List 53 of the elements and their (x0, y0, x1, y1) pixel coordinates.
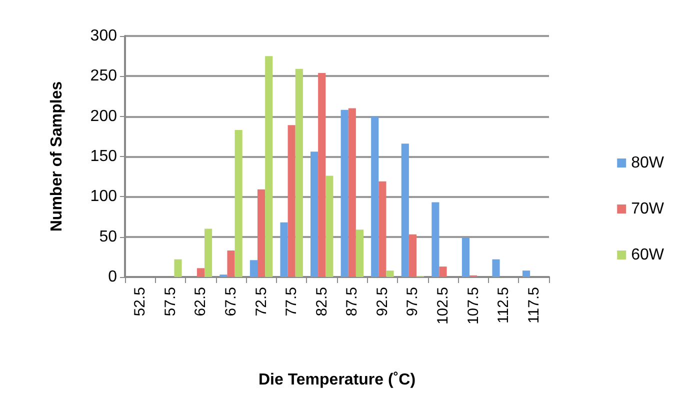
y-tick-label: 300 (90, 28, 118, 44)
bar (310, 152, 318, 277)
bar (196, 268, 204, 277)
legend-label: 70W (631, 200, 665, 218)
bar (250, 260, 258, 277)
y-tick-label: 150 (90, 148, 118, 165)
y-tick-label: 250 (90, 68, 118, 85)
bar (204, 228, 212, 277)
y-tick-label: 50 (99, 228, 118, 246)
x-tick-label: 117.5 (525, 287, 542, 324)
x-tick-label: 67.5 (222, 287, 240, 316)
x-tick-label: 57.5 (162, 287, 179, 316)
y-tick-label: 0 (108, 268, 118, 286)
bar (258, 189, 266, 277)
y-tick-label: 100 (90, 188, 118, 206)
bar (318, 72, 326, 277)
x-tick-label: 82.5 (313, 287, 330, 316)
x-tick-label: 112.5 (495, 287, 512, 324)
bar (340, 110, 348, 277)
bar (439, 266, 447, 277)
bar (401, 144, 409, 277)
y-axis-title: Number of Samples (48, 81, 66, 232)
x-axis-title: Die Temperature (˚C) (258, 372, 416, 388)
y-tick-label: 200 (90, 108, 118, 125)
x-tick-label: 62.5 (192, 287, 210, 316)
x-tick-label: 72.5 (252, 287, 270, 316)
bar (462, 238, 470, 277)
bar (174, 259, 182, 277)
x-tick-label: 97.5 (404, 287, 422, 316)
x-tick-label: 102.5 (434, 287, 452, 325)
x-tick-label: 77.5 (283, 287, 300, 316)
bar (265, 56, 273, 277)
x-tick-label: 92.5 (374, 287, 391, 316)
bar (280, 222, 288, 277)
bar (408, 234, 416, 277)
bar (356, 230, 364, 277)
bar (326, 176, 334, 277)
x-tick-label: 87.5 (344, 287, 361, 316)
bar (288, 125, 296, 277)
bar (386, 270, 394, 277)
bar (378, 181, 386, 277)
bar (227, 250, 235, 277)
legend-label: 80W (631, 154, 665, 172)
bar (348, 108, 356, 277)
x-tick-label: 52.5 (132, 287, 149, 316)
bar (295, 68, 303, 277)
bar (522, 270, 530, 277)
bar (432, 202, 440, 277)
bar (492, 259, 500, 277)
legend-label: 60W (631, 246, 665, 264)
bar (234, 130, 242, 277)
bar (371, 116, 379, 277)
x-tick-label: 107.5 (464, 287, 482, 325)
